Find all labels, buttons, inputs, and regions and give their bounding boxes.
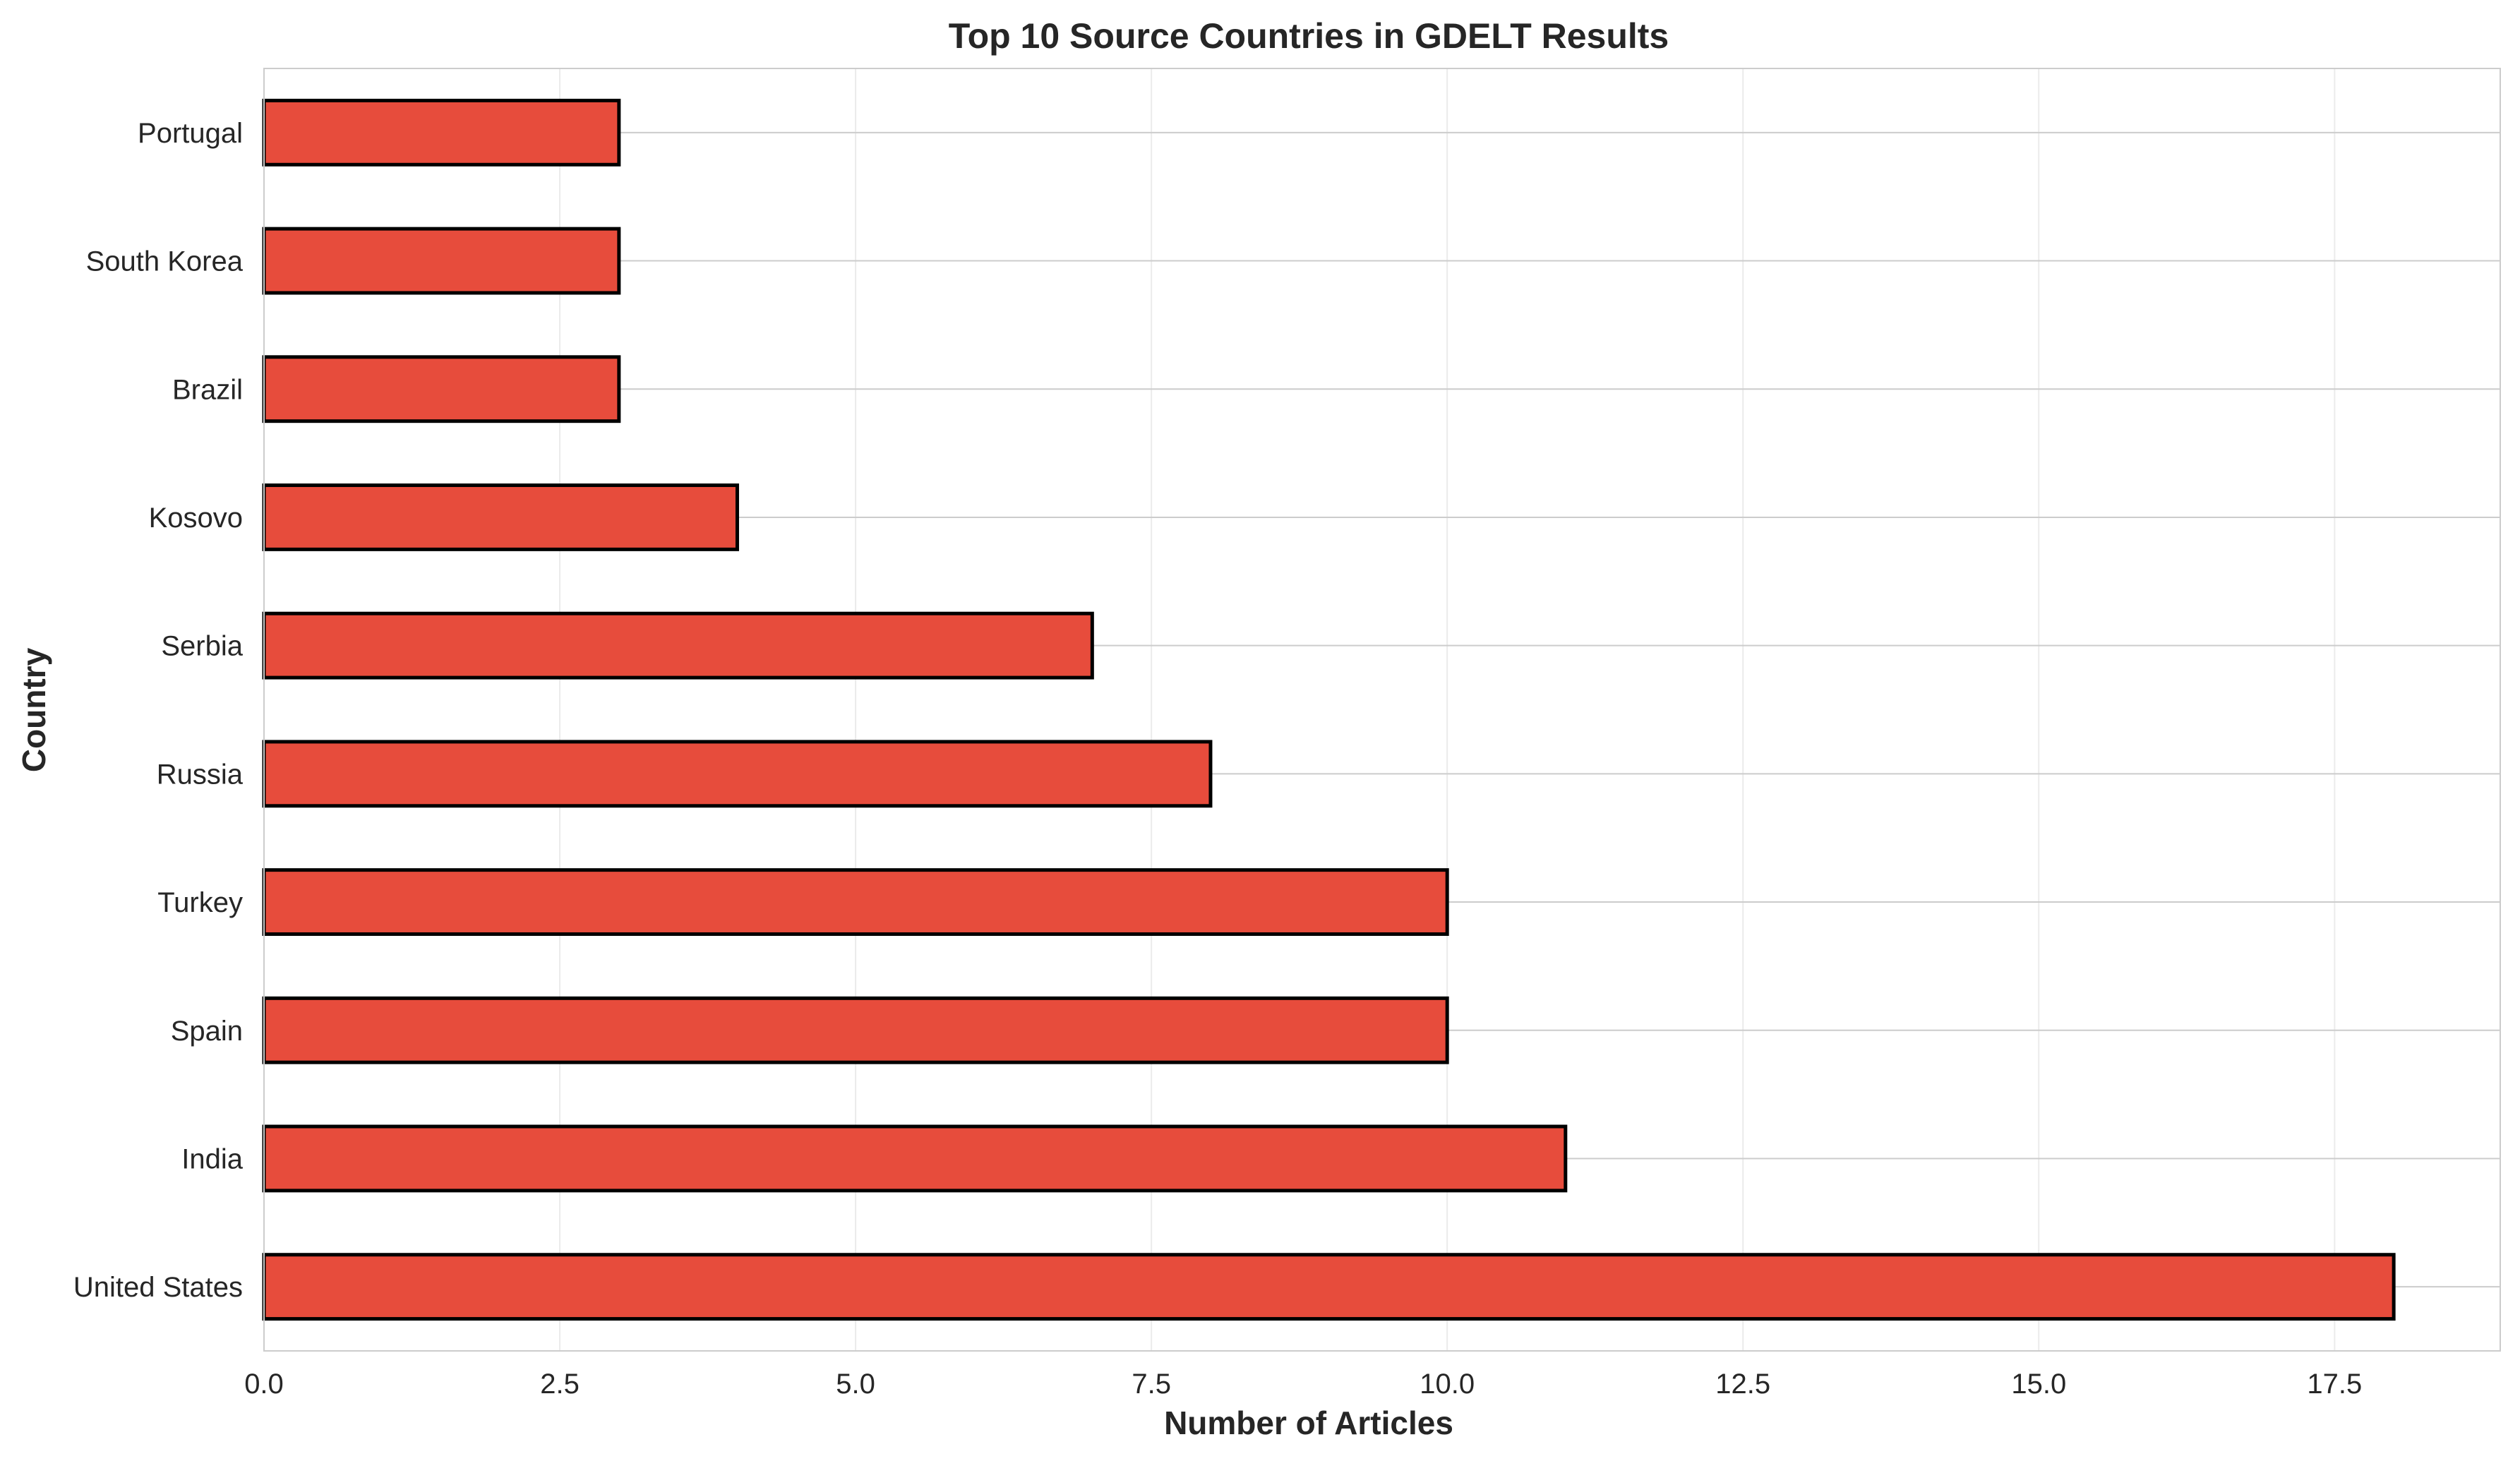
y-tick-label: United States: [73, 1272, 243, 1303]
y-tick-label: Spain: [171, 1016, 243, 1047]
bar-portugal: [262, 98, 621, 167]
bar-india: [262, 1124, 1568, 1193]
bar-brazil: [262, 355, 621, 423]
y-axis-title: Country: [16, 647, 52, 772]
x-tick-label: 2.5: [540, 1369, 580, 1400]
y-tick-labels: United States India Spain Turkey Russia Serbi…: [73, 118, 244, 1303]
x-tick-label: 5.0: [836, 1369, 875, 1400]
x-tick-label: 17.5: [2307, 1369, 2362, 1400]
bar-spain: [262, 996, 1449, 1064]
bar-united-states: [262, 1253, 2396, 1321]
chart-title: Top 10 Source Countries in GDELT Results: [949, 16, 1669, 56]
bar-kosovo: [262, 483, 739, 551]
y-tick-label: Turkey: [157, 887, 243, 918]
bar-russia: [262, 740, 1213, 808]
y-tick-label: Brazil: [172, 374, 243, 405]
x-tick-labels: 0.0 2.5 5.0 7.5 10.0 12.5 15.0 17.5: [244, 1369, 2362, 1400]
y-tick-label: South Korea: [86, 246, 244, 277]
x-axis-title: Number of Articles: [1164, 1405, 1453, 1441]
y-tick-label: India: [181, 1143, 243, 1174]
x-tick-label: 12.5: [1715, 1369, 1770, 1400]
bar-south-korea: [262, 227, 621, 295]
x-tick-label: 7.5: [1132, 1369, 1171, 1400]
plot-frame: [263, 68, 2501, 1352]
bars: [262, 98, 2396, 1321]
bar-serbia: [262, 611, 1094, 680]
x-tick-label: 10.0: [1420, 1369, 1475, 1400]
y-tick-label: Portugal: [138, 118, 243, 149]
y-tick-label: Kosovo: [149, 503, 243, 534]
x-tick-label: 0.0: [244, 1369, 284, 1400]
y-tick-label: Russia: [157, 759, 244, 790]
x-tick-label: 15.0: [2011, 1369, 2066, 1400]
bar-turkey: [262, 868, 1449, 936]
y-tick-label: Serbia: [161, 631, 243, 662]
